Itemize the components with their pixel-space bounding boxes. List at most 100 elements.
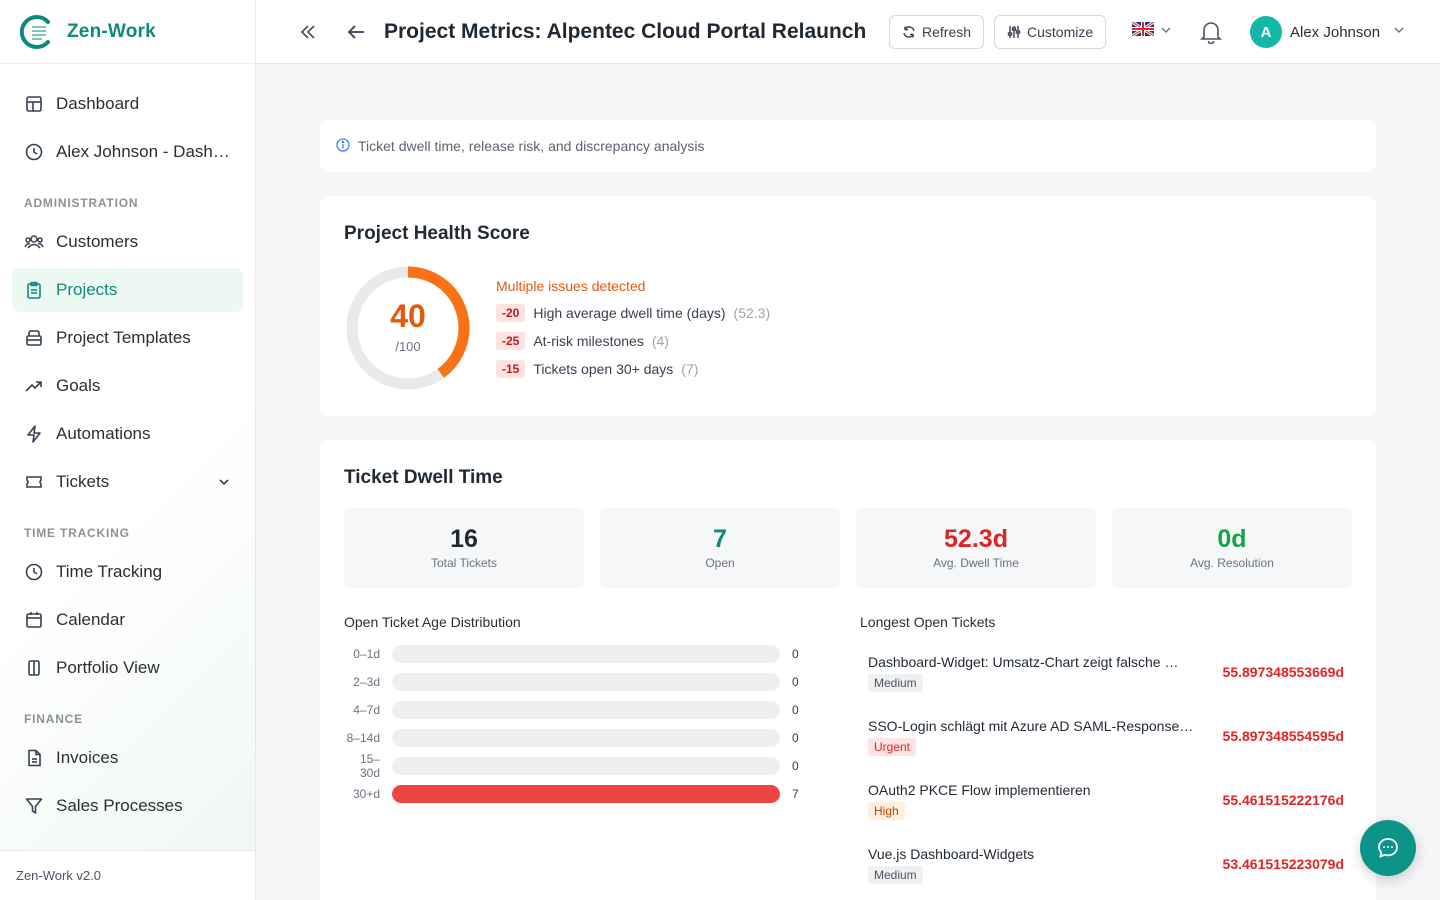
priority-badge: Urgent	[868, 738, 917, 756]
back-arrow-icon[interactable]	[342, 18, 370, 46]
distribution-row: 30+d 7	[344, 784, 824, 804]
refresh-button[interactable]: Refresh	[889, 15, 985, 49]
chat-button[interactable]	[1360, 820, 1416, 876]
section-label-time-tracking: TIME TRACKING	[24, 526, 130, 540]
sidebar-item-label: Projects	[56, 280, 118, 299]
distribution-count: 0	[792, 703, 799, 717]
dwell-title: Ticket Dwell Time	[344, 467, 503, 488]
issue-value: (52.3)	[733, 305, 771, 321]
distribution-bar	[392, 785, 780, 803]
ticket-icon	[24, 472, 44, 492]
chevron-down-icon	[1392, 23, 1406, 42]
sidebar-item-invoices[interactable]: Invoices	[12, 736, 243, 780]
notifications-bell-icon[interactable]	[1200, 20, 1222, 49]
trending-up-icon	[24, 376, 44, 396]
penalty-badge: -25	[496, 332, 526, 350]
sidebar-item-projects[interactable]: Projects	[12, 268, 243, 312]
sidebar-item-customers[interactable]: Customers	[12, 220, 243, 264]
distribution-bar-track	[392, 701, 780, 719]
distribution-range-label: 15–30d	[359, 752, 380, 780]
stat-value: 52.3d	[944, 525, 1008, 553]
user-name: Alex Johnson	[1290, 23, 1381, 41]
language-selector[interactable]	[1131, 20, 1172, 41]
app-version: Zen-Work v2.0	[0, 850, 255, 900]
distribution-range-label: 30+d	[352, 787, 380, 801]
ticket-age: 55.897348554595d	[1222, 728, 1344, 744]
ticket-title[interactable]: SSO-Login schlägt mit Azure AD SAML-Resp…	[868, 718, 1194, 734]
sidebar-item-personal-dashboard[interactable]: Alex Johnson - Dashb…	[12, 130, 243, 174]
health-score-value: 40	[390, 298, 426, 334]
issue-label: At-risk milestones	[533, 333, 644, 349]
distribution-row: 4–7d 0	[344, 700, 824, 720]
sidebar-item-tickets[interactable]: Tickets	[12, 460, 243, 504]
ticket-dwell-card: Ticket Dwell Time 16 Total Tickets 7 Ope…	[320, 440, 1376, 900]
refresh-icon	[903, 26, 915, 38]
distribution-bar-track	[392, 785, 780, 803]
longest-tickets-title: Longest Open Tickets	[860, 614, 996, 630]
distribution-count: 0	[792, 731, 799, 745]
health-score-max: /100	[395, 339, 421, 354]
columns-icon	[24, 658, 44, 678]
distribution-count: 0	[792, 647, 799, 661]
sidebar-item-sales-processes[interactable]: Sales Processes	[12, 784, 243, 828]
sidebar-item-project-templates[interactable]: Project Templates	[12, 316, 243, 360]
list-item[interactable]: OAuth2 PKCE Flow implementieren High 55.…	[860, 782, 1352, 838]
brand[interactable]: Zen-Work	[0, 0, 255, 64]
sidebar-item-automations[interactable]: Automations	[12, 412, 243, 456]
list-item[interactable]: Dashboard-Widget: Umsatz-Chart zeigt fal…	[860, 654, 1352, 710]
sidebar-item-label: Customers	[56, 232, 139, 251]
distribution-range-label: 8–14d	[346, 731, 380, 745]
lightning-icon	[24, 424, 44, 444]
stat-avg-resolution: 0d Avg. Resolution	[1112, 508, 1352, 588]
sidebar-item-dashboard[interactable]: Dashboard	[12, 82, 243, 126]
user-menu[interactable]: A Alex Johnson	[1250, 16, 1406, 48]
health-score-arc	[346, 266, 470, 390]
sidebar-item-goals[interactable]: Goals	[12, 364, 243, 408]
document-icon	[24, 748, 44, 768]
customize-label: Customize	[1027, 24, 1094, 40]
info-icon	[336, 137, 358, 155]
issue-label: High average dwell time (days)	[533, 305, 726, 321]
sidebar-item-label: Automations	[56, 424, 151, 443]
section-label-finance: FINANCE	[24, 712, 83, 726]
sidebar-item-time-tracking[interactable]: Time Tracking	[12, 550, 243, 594]
stat-value: 7	[713, 525, 727, 553]
chat-bubble-icon	[1378, 838, 1398, 858]
sliders-icon	[1007, 26, 1021, 38]
stat-open: 7 Open	[600, 508, 840, 588]
distribution-bar-track	[392, 645, 780, 663]
ticket-age: 55.897348553669d	[1222, 664, 1344, 680]
distribution-count: 0	[792, 675, 799, 689]
chevron-down-icon[interactable]	[217, 474, 231, 494]
issue-row: -20 High average dwell time (days) (52.3…	[496, 304, 770, 322]
info-banner: Ticket dwell time, release risk, and dis…	[320, 120, 1376, 172]
chevron-down-icon	[1160, 23, 1172, 41]
sidebar-item-portfolio-view[interactable]: Portfolio View	[12, 646, 243, 690]
layout-icon	[24, 94, 44, 114]
customize-button[interactable]: Customize	[994, 15, 1107, 49]
collapse-sidebar-icon[interactable]	[294, 18, 322, 46]
stat-avg-dwell: 52.3d Avg. Dwell Time	[856, 508, 1096, 588]
sidebar-item-label: Invoices	[56, 748, 119, 767]
ticket-title[interactable]: OAuth2 PKCE Flow implementieren	[868, 782, 1091, 798]
distribution-range-label: 0–1d	[353, 647, 380, 661]
list-item[interactable]: SSO-Login schlägt mit Azure AD SAML-Resp…	[860, 718, 1352, 774]
sidebar-item-label: Sales Processes	[56, 796, 183, 815]
stat-label: Total Tickets	[430, 556, 498, 570]
sidebar-item-label: Tickets	[56, 472, 110, 491]
top-header: Project Metrics: Alpentec Cloud Portal R…	[256, 0, 1440, 64]
sidebar-item-calendar[interactable]: Calendar	[12, 598, 243, 642]
issues-heading: Multiple issues detected	[496, 278, 646, 294]
ticket-title[interactable]: Dashboard-Widget: Umsatz-Chart zeigt fal…	[868, 654, 1179, 670]
ticket-title[interactable]: Vue.js Dashboard-Widgets	[868, 846, 1035, 862]
distribution-range-label: 2–3d	[353, 675, 380, 689]
sidebar-nav: Dashboard Alex Johnson - Dashb… ADMINIST…	[0, 64, 255, 828]
issue-row: -25 At-risk milestones (4)	[496, 332, 669, 350]
stat-value: 16	[450, 525, 478, 553]
stat-label: Avg. Dwell Time	[933, 556, 1019, 570]
distribution-range-label: 4–7d	[353, 703, 380, 717]
health-score-gauge	[346, 266, 470, 390]
list-item[interactable]: Vue.js Dashboard-Widgets Medium 53.46151…	[860, 846, 1352, 900]
distribution-row: 15–30d 0	[344, 752, 824, 780]
priority-badge: High	[868, 802, 905, 820]
